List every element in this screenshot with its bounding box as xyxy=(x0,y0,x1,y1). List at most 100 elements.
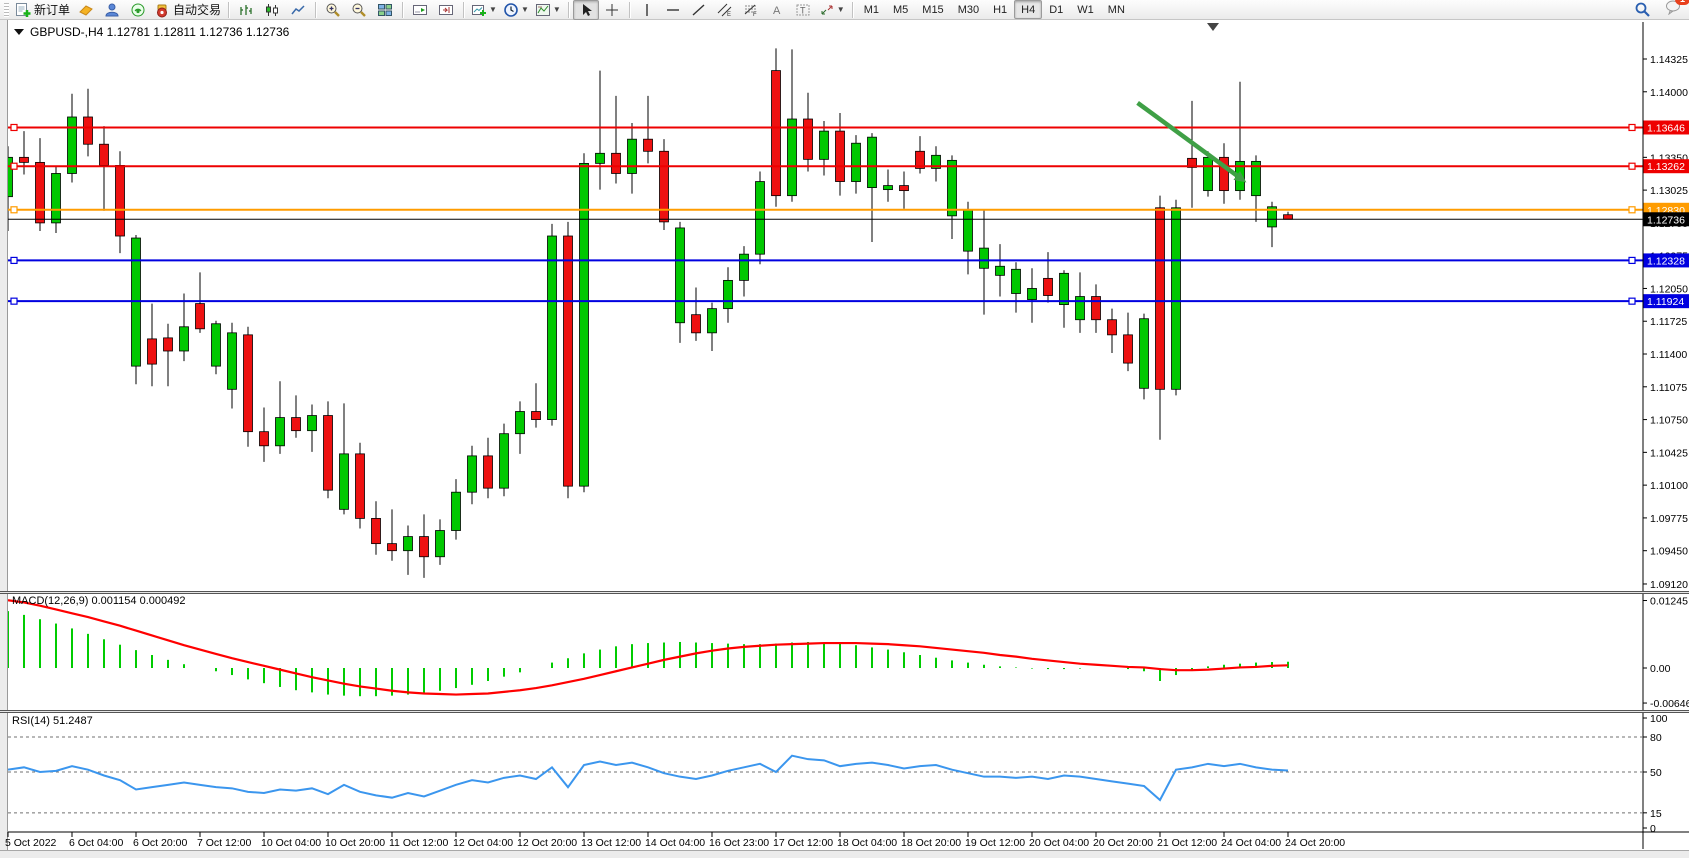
timeframe-button-m30[interactable]: M30 xyxy=(957,3,980,16)
chart-title-collapse-icon[interactable] xyxy=(14,29,24,35)
indicators-dropdown-button[interactable]: ▼ xyxy=(468,0,500,20)
candle xyxy=(1155,195,1165,440)
periods-dropdown-button[interactable]: ▼ xyxy=(500,0,532,20)
price-tick-label: 1.14325 xyxy=(1650,54,1688,66)
rsi-tick-label: 80 xyxy=(1650,732,1662,744)
profiles-button[interactable] xyxy=(99,0,125,20)
signals-button[interactable] xyxy=(125,0,151,20)
panel-splitter[interactable] xyxy=(0,710,1689,713)
time-tick-label: 21 Oct 12:00 xyxy=(1157,837,1217,849)
chart-window[interactable]: GBPUSD-,H4 1.12781 1.12811 1.12736 1.127… xyxy=(0,20,1689,858)
bar-chart-button[interactable] xyxy=(233,0,259,20)
line-endpoint-marker[interactable] xyxy=(1628,162,1636,170)
line-chart-button[interactable] xyxy=(285,0,311,20)
crosshair-tool-button[interactable] xyxy=(599,0,625,20)
candlestick-chart-button[interactable] xyxy=(259,0,285,20)
line-endpoint-marker[interactable] xyxy=(1628,256,1636,265)
candle xyxy=(499,423,509,497)
candle xyxy=(211,320,221,375)
line-endpoint-marker[interactable] xyxy=(10,297,18,305)
macd-panel xyxy=(8,599,1289,697)
chart-shift-button[interactable] xyxy=(433,0,459,20)
horizontal-line-1.12328[interactable] xyxy=(8,256,1643,265)
candle xyxy=(227,322,237,409)
tile-windows-button[interactable] xyxy=(372,0,398,20)
line-endpoint-marker[interactable] xyxy=(1628,123,1636,132)
candle xyxy=(163,323,173,387)
candle xyxy=(403,525,413,575)
vertical-line-tool-button[interactable] xyxy=(634,0,660,20)
dropdown-arrow-icon: ▼ xyxy=(836,5,845,14)
timeframe-button-m1[interactable]: M1 xyxy=(863,3,879,16)
crosshair-icon xyxy=(604,2,620,18)
candle xyxy=(755,171,765,265)
rsi-tick-label: 100 xyxy=(1650,713,1668,725)
horizontal-line-tool-button[interactable] xyxy=(660,0,686,20)
timeframe-button-m5[interactable]: M5 xyxy=(893,3,909,16)
toolbar-separator xyxy=(628,1,630,18)
timeframe-button-d1[interactable]: D1 xyxy=(1049,3,1064,16)
text-label-tool-button[interactable]: T xyxy=(790,0,816,20)
notifications-button[interactable]: 1 xyxy=(1665,0,1689,20)
search-icon xyxy=(1634,1,1651,18)
cursor-tool-button[interactable] xyxy=(572,0,599,20)
horizontal-line-1.12830[interactable] xyxy=(8,206,1643,214)
search-button[interactable] xyxy=(1629,0,1655,20)
timeframe-button-mn[interactable]: MN xyxy=(1107,3,1125,16)
trend-arrow-annotation[interactable] xyxy=(1136,101,1247,183)
rsi-label: RSI(14) 51.2487 xyxy=(12,715,93,727)
time-tick-label: 20 Oct 20:00 xyxy=(1093,837,1153,849)
rsi-tick-label: 15 xyxy=(1650,808,1662,820)
time-tick-label: 5 Oct 2022 xyxy=(5,837,57,849)
line-endpoint-marker[interactable] xyxy=(10,162,18,170)
rsi-tick-label: 0 xyxy=(1650,823,1656,835)
chart-canvas[interactable]: GBPUSD-,H4 1.12781 1.12811 1.12736 1.127… xyxy=(0,20,1689,858)
timeframe-button-m15[interactable]: M15 xyxy=(922,3,944,16)
zoom-in-button[interactable] xyxy=(320,0,346,20)
horizontal-line-1.13646[interactable] xyxy=(8,123,1643,132)
rsi-panel xyxy=(8,736,1643,814)
arrow-objects-icon xyxy=(819,2,835,18)
svg-text:1.13646: 1.13646 xyxy=(1647,122,1685,134)
new-order-button[interactable]: 新订单 xyxy=(12,0,73,20)
candle xyxy=(67,93,77,183)
candle xyxy=(995,244,1005,297)
time-tick-label: 7 Oct 12:00 xyxy=(197,837,251,849)
candle xyxy=(371,501,381,555)
line-endpoint-marker[interactable] xyxy=(1628,206,1636,214)
arrows-dropdown-button[interactable]: ▼ xyxy=(816,0,848,20)
candle xyxy=(707,302,717,351)
notification-badge: 1 xyxy=(1675,0,1689,5)
trendline-tool-button[interactable] xyxy=(686,0,712,20)
line-endpoint-marker[interactable] xyxy=(10,123,18,132)
timeframe-button-w1[interactable]: W1 xyxy=(1077,3,1094,16)
timeframe-button-h1[interactable]: H1 xyxy=(993,3,1008,16)
text-tool-button[interactable]: A xyxy=(764,0,790,20)
candle xyxy=(1171,199,1181,396)
clock-icon xyxy=(503,2,519,18)
candle xyxy=(979,209,989,315)
chart-shift-marker[interactable] xyxy=(1207,23,1219,31)
channel-tool-button[interactable]: E xyxy=(712,0,738,20)
horizontal-line-1.13262[interactable] xyxy=(8,162,1643,170)
line-endpoint-marker[interactable] xyxy=(1628,297,1636,305)
line-endpoint-marker[interactable] xyxy=(10,206,18,214)
toolbar-separator xyxy=(315,1,317,18)
templates-dropdown-button[interactable]: ▼ xyxy=(532,0,564,20)
price-tick-label: 1.12050 xyxy=(1650,283,1688,295)
fibonacci-tool-button[interactable]: F xyxy=(738,0,764,20)
auto-scroll-button[interactable] xyxy=(407,0,433,20)
dropdown-arrow-icon: ▼ xyxy=(520,5,529,14)
price-tick-label: 1.10425 xyxy=(1650,447,1688,459)
candle xyxy=(579,153,589,493)
autotrading-button[interactable]: 自动交易 xyxy=(151,0,224,20)
price-tick-label: 1.09775 xyxy=(1650,513,1688,525)
line-endpoint-marker[interactable] xyxy=(10,256,18,265)
svg-text:F: F xyxy=(753,12,757,18)
zoom-out-button[interactable] xyxy=(346,0,372,20)
quotes-button[interactable] xyxy=(73,0,99,20)
panel-splitter[interactable] xyxy=(0,591,1689,594)
horizontal-line-1.11924[interactable] xyxy=(8,297,1643,305)
timeframe-button-h4[interactable]: H4 xyxy=(1014,0,1043,19)
